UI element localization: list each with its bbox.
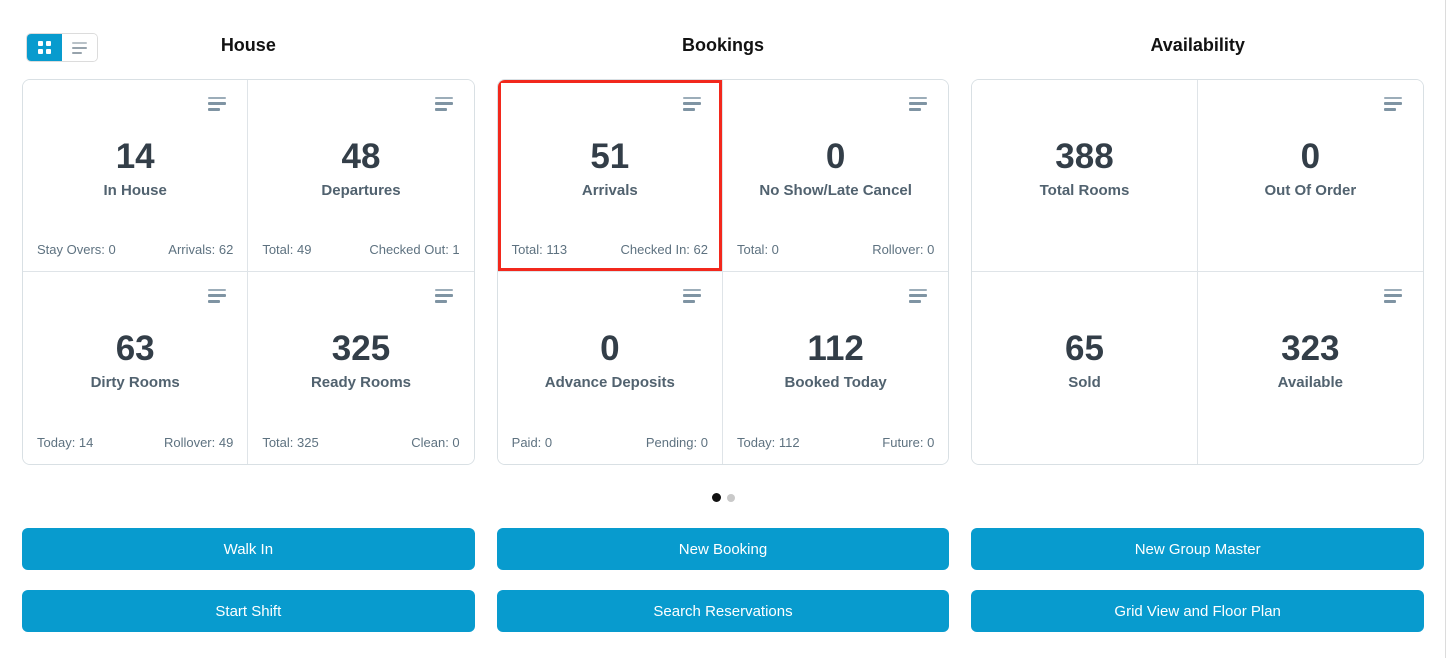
stat-panels-row: 14 In House Stay Overs: 0 Arrivals: 62 48 Dep…: [22, 79, 1424, 465]
section-title: Availability: [1150, 35, 1245, 55]
stat-label: Sold: [1068, 374, 1101, 391]
stat-card[interactable]: 63 Dirty Rooms Today: 14 Rollover: 49: [23, 272, 249, 464]
stat-footer-right: Pending: 0: [645, 435, 708, 450]
stat-footer-left: Today: 14: [37, 435, 94, 450]
stat-label: In House: [103, 182, 167, 199]
card-menu-icon[interactable]: [433, 95, 455, 113]
section-title: House: [220, 35, 276, 55]
stat-value: 112: [807, 329, 864, 368]
card-menu-icon[interactable]: [1382, 95, 1404, 113]
stat-footer-right: Clean: 0: [411, 435, 460, 450]
stat-card[interactable]: 48 Departures Total: 49 Checked Out: 1: [248, 80, 474, 272]
stat-card[interactable]: 388 Total Rooms: [972, 80, 1198, 272]
stat-footer-right: Checked Out: 1: [369, 242, 460, 257]
stat-value: 51: [590, 137, 630, 176]
pagination-dot[interactable]: [711, 493, 721, 502]
grid-view-icon: [38, 41, 51, 54]
stat-label: Departures: [321, 182, 401, 199]
stat-label: Available: [1277, 374, 1343, 391]
stat-footer: Paid: 0 Pending: 0: [512, 435, 708, 450]
stat-footer-left: Total: 49: [262, 242, 312, 257]
card-menu-icon[interactable]: [433, 287, 455, 305]
card-panel: 14 In House Stay Overs: 0 Arrivals: 62 48 Dep…: [22, 79, 475, 465]
stat-footer-left: Stay Overs: 0: [37, 242, 116, 257]
new-group-master-button[interactable]: New Group Master: [971, 528, 1424, 570]
stat-value: 0: [1300, 137, 1321, 176]
card-menu-icon[interactable]: [681, 287, 703, 305]
stat-footer-right: Rollover: 49: [163, 435, 234, 450]
stat-card[interactable]: 0 Out Of Order: [1197, 80, 1423, 272]
stat-card[interactable]: 14 In House Stay Overs: 0 Arrivals: 62: [23, 80, 249, 272]
carousel-pagination: [22, 493, 1424, 502]
grid-view-and-floor-plan-button[interactable]: Grid View and Floor Plan: [971, 590, 1424, 632]
stat-footer-right: Arrivals: 62: [168, 242, 234, 257]
stat-card[interactable]: 65 Sold: [972, 272, 1198, 464]
new-booking-button[interactable]: New Booking: [496, 528, 950, 570]
stat-footer-left: Total: 113: [511, 242, 568, 257]
section-title: Bookings: [681, 35, 764, 55]
stat-footer-right: Checked In: 62: [620, 242, 708, 257]
card-panel: 388 Total Rooms 0 Out Of Order 65 Sold 323 Avai…: [971, 79, 1424, 465]
walk-in-button[interactable]: Walk In: [22, 528, 475, 570]
stat-card[interactable]: 325 Ready Rooms Total: 325 Clean: 0: [248, 272, 474, 464]
stat-label: Dirty Rooms: [90, 374, 180, 391]
stat-label: Ready Rooms: [310, 374, 411, 391]
stat-footer: Total: 49 Checked Out: 1: [262, 242, 459, 257]
stat-footer-right: Rollover: 0: [872, 242, 935, 257]
stat-card[interactable]: 51 Arrivals Total: 113 Checked In: 62: [497, 80, 723, 272]
list-view-toggle-button[interactable]: [62, 34, 97, 61]
stat-footer: Stay Overs: 0 Arrivals: 62: [37, 242, 233, 257]
card-menu-icon[interactable]: [907, 287, 929, 305]
stat-label: Arrivals: [581, 182, 638, 199]
stat-label: No Show/Late Cancel: [759, 182, 912, 199]
stat-footer: Total: 325 Clean: 0: [262, 435, 459, 450]
stat-value: 325: [331, 329, 391, 368]
stat-value: 63: [115, 329, 155, 368]
grid-view-toggle-button[interactable]: [27, 34, 62, 61]
stat-value: 323: [1281, 329, 1340, 368]
stat-label: Advance Deposits: [544, 374, 675, 391]
stat-value: 65: [1065, 329, 1104, 368]
stat-footer-left: Paid: 0: [511, 435, 553, 450]
view-toggle: [26, 33, 98, 62]
card-menu-icon[interactable]: [206, 287, 228, 305]
start-shift-button[interactable]: Start Shift: [22, 590, 475, 632]
stat-value: 0: [825, 137, 846, 176]
stat-footer: Total: 0 Rollover: 0: [737, 242, 934, 257]
stat-value: 48: [341, 137, 381, 176]
stat-value: 14: [115, 137, 155, 176]
stat-card[interactable]: 323 Available: [1197, 272, 1423, 464]
stat-card[interactable]: 112 Booked Today Today: 112 Future: 0: [722, 272, 949, 464]
stat-footer: Today: 112 Future: 0: [737, 435, 934, 450]
stat-label: Total Rooms: [1039, 182, 1130, 199]
search-reservations-button[interactable]: Search Reservations: [496, 590, 950, 632]
stat-footer: Today: 14 Rollover: 49: [37, 435, 233, 450]
stat-footer-left: Total: 325: [262, 435, 319, 450]
stat-card[interactable]: 0 Advance Deposits Paid: 0 Pending: 0: [497, 272, 723, 464]
card-menu-icon[interactable]: [907, 95, 929, 113]
stat-footer-right: Future: 0: [882, 435, 935, 450]
dashboard-page: House Bookings Availability 14 In House Stay…: [22, 0, 1424, 632]
list-view-icon: [72, 41, 87, 54]
section-titles-row: House Bookings Availability: [22, 0, 1424, 56]
pagination-dot[interactable]: [726, 493, 735, 502]
stat-footer: Total: 113 Checked In: 62: [512, 242, 708, 257]
stat-label: Booked Today: [784, 374, 887, 391]
card-menu-icon[interactable]: [1382, 287, 1404, 305]
card-menu-icon[interactable]: [681, 95, 703, 113]
card-panel: 51 Arrivals Total: 113 Checked In: 62 0 No Sh…: [496, 79, 950, 465]
stat-footer-left: Total: 0: [736, 242, 779, 257]
stat-value: 388: [1055, 137, 1114, 176]
right-pane-divider: [1445, 0, 1446, 658]
stat-value: 0: [600, 329, 620, 368]
stat-label: Out Of Order: [1264, 182, 1357, 199]
card-menu-icon[interactable]: [206, 95, 228, 113]
stat-footer-left: Today: 112: [736, 435, 800, 450]
action-buttons-grid: Walk In New Booking New Group Master Start …: [22, 528, 1424, 632]
stat-card[interactable]: 0 No Show/Late Cancel Total: 0 Rollover: 0: [722, 80, 949, 272]
